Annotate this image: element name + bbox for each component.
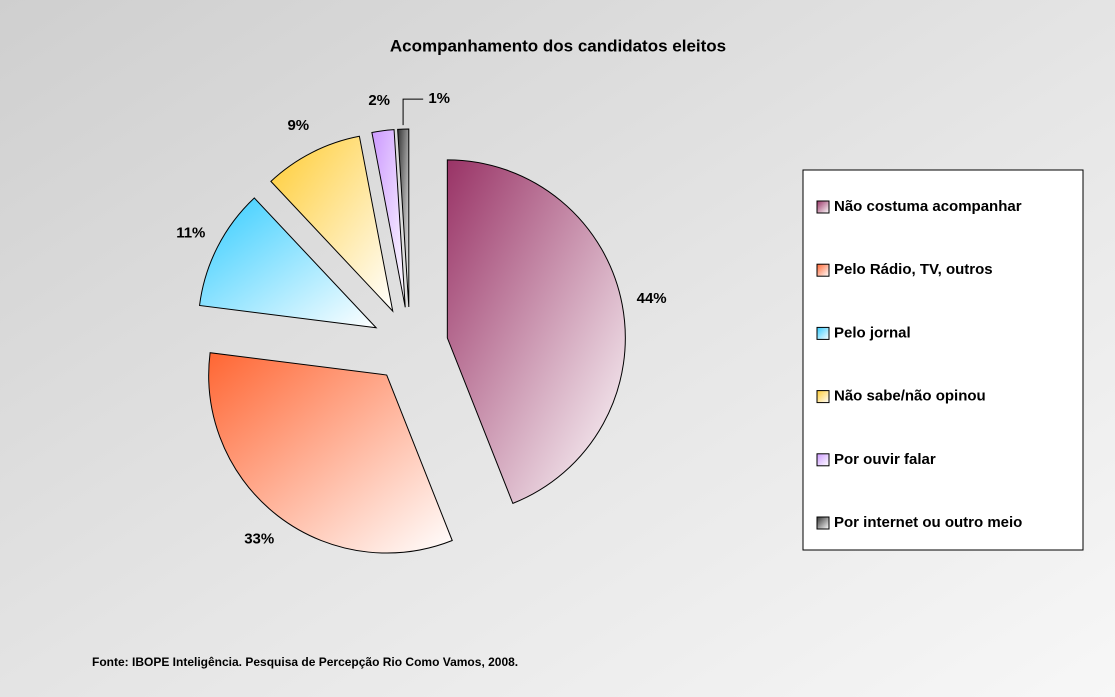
pie-slice	[371, 129, 406, 308]
legend-swatch	[816, 390, 830, 404]
legend-label: Por internet ou outro meio	[834, 514, 1022, 531]
pie-slice	[208, 352, 453, 554]
legend-label: Não costuma acompanhar	[834, 198, 1022, 215]
legend-label: Não sabe/não opinou	[834, 388, 986, 405]
legend-swatch	[816, 516, 830, 530]
legend-label: Pelo jornal	[834, 324, 911, 341]
pie-slice	[198, 197, 378, 329]
data-label: 1%	[428, 90, 450, 107]
legend-swatch	[816, 326, 830, 340]
data-label: 2%	[368, 92, 390, 109]
pie-slice	[270, 135, 394, 313]
source-note: Fonte: IBOPE Inteligência. Pesquisa de P…	[92, 655, 518, 669]
pie-slice	[397, 128, 410, 308]
legend-swatch	[816, 200, 830, 214]
chart-title: Acompanhamento dos candidatos eleitos	[390, 36, 726, 55]
data-label: 11%	[176, 224, 205, 241]
data-label: 9%	[287, 117, 309, 134]
pie-slice	[446, 159, 626, 505]
data-label: 33%	[244, 530, 274, 547]
legend-label: Pelo Rádio, TV, outros	[834, 261, 993, 278]
legend-swatch	[816, 263, 830, 277]
leader-line	[402, 98, 424, 126]
legend-box	[802, 169, 1084, 551]
legend-swatch	[816, 453, 830, 467]
legend-label: Por ouvir falar	[834, 451, 936, 468]
data-label: 44%	[637, 290, 667, 307]
